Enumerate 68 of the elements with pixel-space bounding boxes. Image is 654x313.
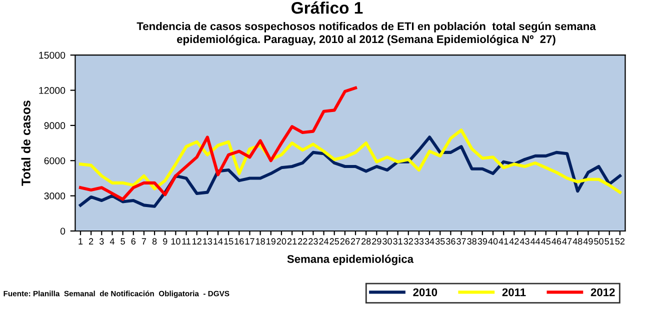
x-tick-label: 42 [509,238,519,244]
x-tick-label: 34 [424,238,434,245]
x-tick-label: 5 [120,238,125,245]
legend-label: 2012 [590,288,615,296]
x-tick-label: 22 [298,238,308,244]
x-tick-label: 7 [142,238,146,244]
x-tick-label: 28 [362,238,371,245]
x-tick-label: 23 [308,238,318,245]
x-tick-label: 33 [414,238,424,245]
x-tick-label: 47 [562,238,572,244]
x-tick-label: 35 [435,238,445,245]
y-axis-title: Total de casos [21,100,30,186]
line-series [78,136,622,208]
x-tick-label: 18 [256,238,265,245]
x-tick-label: 9 [163,238,168,245]
x-tick-label: 48 [572,238,582,245]
legend-label: 2011 [502,288,526,296]
x-tick-label: 37 [456,238,466,245]
y-tick-label: 6000 [44,157,66,164]
x-tick-label: 6 [131,238,136,245]
x-tick-label: 43 [520,238,530,245]
y-tick-label: 9000 [44,122,66,130]
x-tick-label: 16 [234,238,244,245]
x-tick-label: 29 [372,238,382,245]
x-tick-label: 49 [583,238,593,245]
y-tick-label: 3000 [44,192,66,200]
x-tick-label: 13 [203,238,212,245]
x-tick-label: 17 [245,238,254,244]
x-tick-label: 52 [615,238,625,245]
legend-label: 2010 [413,288,438,296]
x-tick-label: 10 [171,238,180,245]
x-tick-label: 30 [382,238,392,245]
x-tick-label: 51 [604,238,614,245]
x-tick-label: 1 [78,238,83,244]
x-tick-label: 8 [152,238,157,245]
x-tick-label: 21 [287,238,297,244]
x-tick-label: 4 [110,238,114,244]
x-tick-label: 19 [266,238,276,245]
x-tick-label: 41 [498,238,508,244]
x-tick-label: 31 [393,238,402,245]
y-tick-label: 12000 [39,87,66,94]
x-tick-label: 40 [488,238,498,245]
y-tick-label: 15000 [39,52,66,59]
x-tick-label: 46 [552,238,562,245]
x-axis-title: Semana epidemiológica [287,254,414,266]
x-tick-label: 12 [192,238,202,244]
x-tick-label: 38 [467,238,476,245]
x-tick-label: 44 [530,238,540,244]
x-tick-label: 3 [99,238,104,245]
line-series [78,128,622,194]
x-tick-label: 39 [478,238,488,245]
x-tick-label: 32 [404,238,413,245]
x-tick-label: 11 [182,238,191,244]
x-tick-label: 20 [276,238,286,245]
y-tick-label: 0 [60,228,66,235]
x-tick-label: 15 [224,238,234,245]
x-tick-label: 26 [340,238,350,245]
chart-title: Gráfico 1 [292,1,363,14]
line-series [78,86,358,201]
x-tick-label: 50 [594,238,604,245]
x-tick-label: 2 [89,238,94,244]
x-tick-label: 36 [446,238,456,245]
x-tick-label: 25 [330,238,339,245]
x-tick-label: 14 [214,238,223,244]
chart-subtitle: Tendencia de casos sospechosos notificados de ETI en población total según semana epidemiológica. Paraguay, 2010 al 2012 (Semana Epidemiológica Nº 27) [136,22,596,46]
x-tick-label: 24 [319,238,329,244]
x-tick-label: 45 [541,238,551,245]
x-tick-label: 27 [350,238,360,244]
